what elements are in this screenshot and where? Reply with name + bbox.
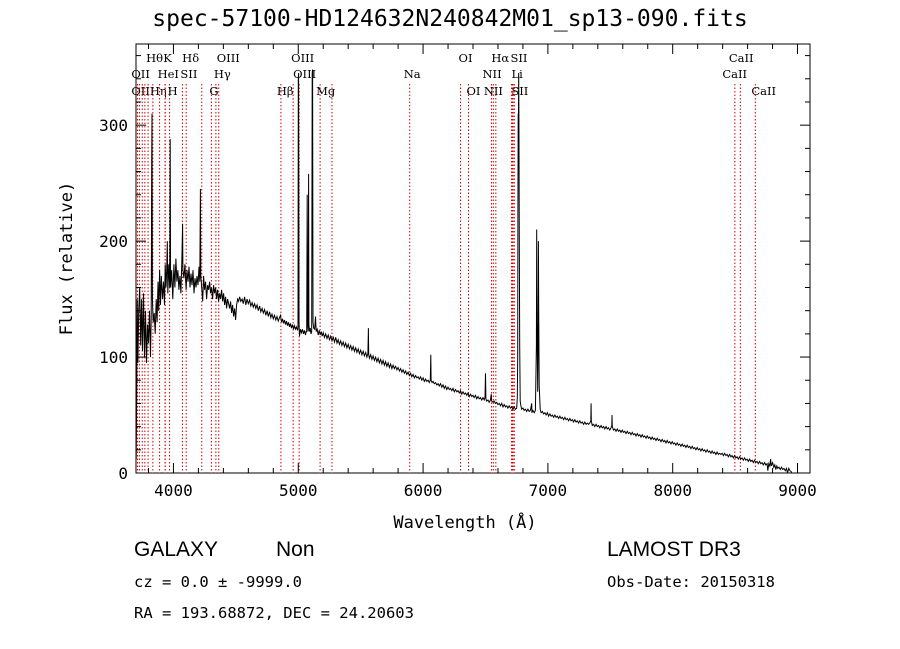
marker-label: SII — [511, 84, 528, 98]
object-class: GALAXY — [134, 538, 219, 561]
marker-label: H — [168, 84, 178, 98]
y-tick-label: 0 — [118, 464, 128, 483]
y-axis-label: Flux (relative) — [57, 182, 77, 336]
marker-label: HeI — [158, 67, 179, 81]
marker-label: OIII — [217, 51, 240, 65]
redshift-text: cz = 0.0 ± -9999.0 — [134, 573, 302, 591]
marker-label: CaII — [729, 51, 754, 65]
survey-label: LAMOST DR3 — [607, 538, 741, 561]
x-tick-label: 6000 — [404, 481, 443, 500]
y-tick-label: 200 — [99, 232, 128, 251]
marker-label: SII — [510, 51, 527, 65]
marker-label: NII — [482, 67, 501, 81]
x-axis-label: Wavelength (Å) — [393, 511, 536, 533]
marker-label: OI — [459, 51, 473, 65]
marker-label: Mg — [316, 84, 336, 98]
marker-label: Li — [511, 67, 523, 81]
marker-label: SII — [180, 67, 197, 81]
marker-label: Hθ — [146, 51, 163, 65]
marker-label: Na — [404, 67, 421, 81]
marker-label: Hα — [491, 51, 509, 65]
marker-label: OI — [467, 84, 481, 98]
y-tick-label: 300 — [99, 116, 128, 135]
marker-label: OII — [131, 67, 150, 81]
marker-label: NII — [484, 84, 503, 98]
x-tick-label: 8000 — [653, 481, 692, 500]
flux-line — [136, 69, 792, 473]
x-tick-label: 9000 — [778, 481, 817, 500]
marker-label: OII — [131, 84, 150, 98]
marker-label: K — [163, 51, 172, 65]
x-tick-label: 4000 — [154, 481, 193, 500]
marker-label: CaII — [751, 84, 776, 98]
marker-label: Hη — [150, 84, 167, 98]
object-subclass: Non — [276, 538, 315, 561]
obs-date: Obs-Date: 20150318 — [607, 573, 775, 591]
marker-label: Hγ — [214, 67, 231, 81]
marker-label: Hδ — [182, 51, 199, 65]
marker-label: CaII — [722, 67, 747, 81]
chart-title: spec-57100-HD124632N240842M01_sp13-090.f… — [152, 6, 748, 32]
axis-ticks: 4000 5000 6000 7000 8000 9000 0 100 200 300 — [99, 44, 817, 500]
marker-label: G — [209, 84, 218, 98]
marker-label: OIII — [291, 51, 314, 65]
x-tick-label: 7000 — [529, 481, 568, 500]
coordinates-text: RA = 193.68872, DEC = 24.20603 — [134, 604, 414, 622]
x-tick-label: 5000 — [279, 481, 318, 500]
marker-label: Hβ — [277, 84, 294, 98]
plot-frame — [135, 43, 811, 474]
y-tick-label: 100 — [99, 348, 128, 367]
